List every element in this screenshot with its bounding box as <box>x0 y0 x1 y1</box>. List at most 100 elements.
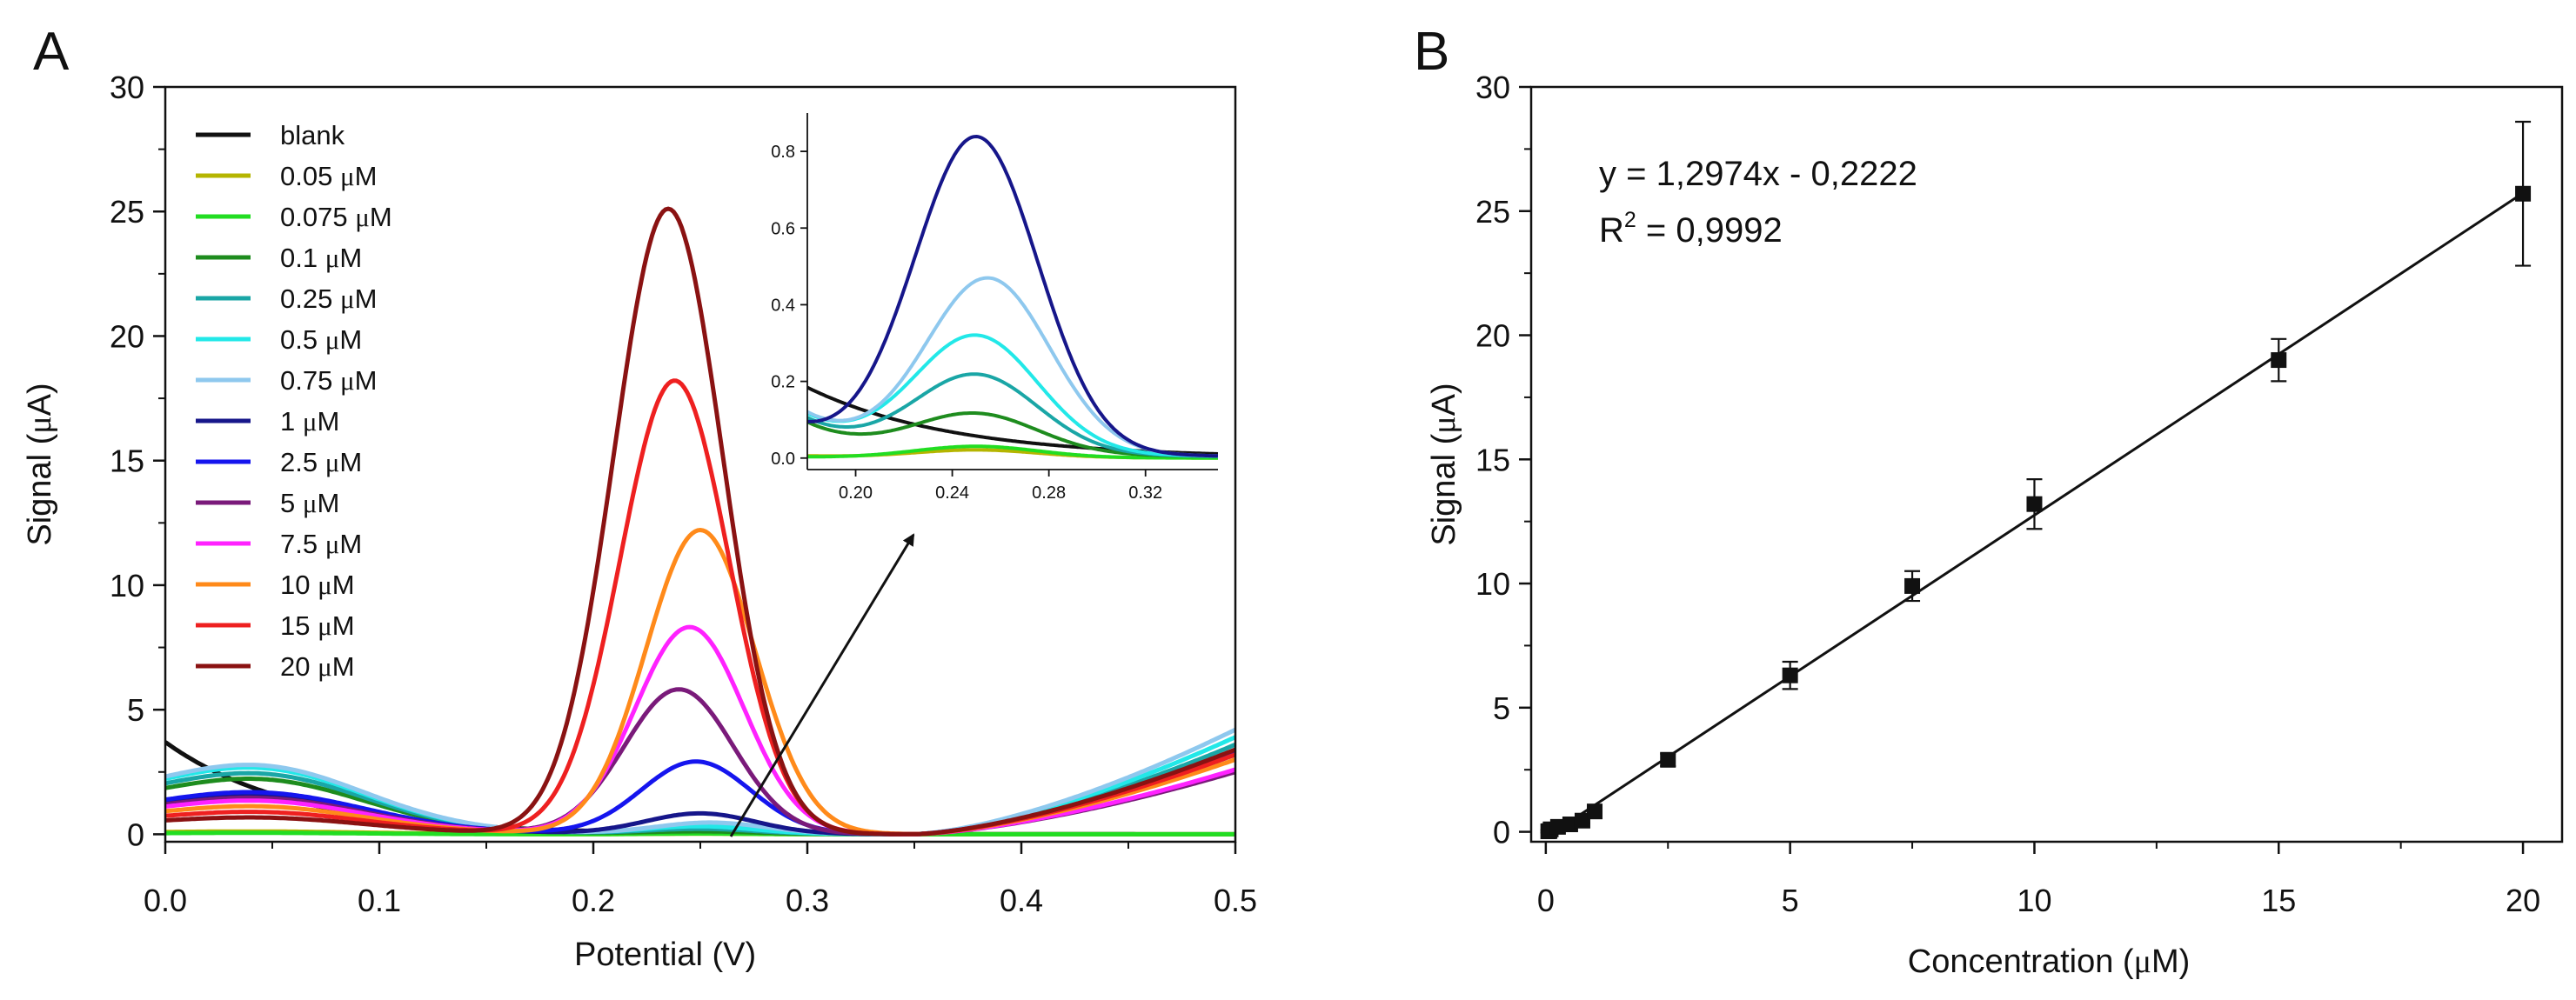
legend-label-value: 2.5 <box>280 447 318 477</box>
curve-20 <box>165 206 1235 837</box>
y-axis-label-a: Signal (μA) <box>22 383 58 545</box>
x-tick-label-a: 0.3 <box>786 883 829 918</box>
r-squared-superscript: 2 <box>1624 208 1636 232</box>
legend-label-unit-rest: M <box>339 243 362 273</box>
legend-label-value: 15 <box>280 610 310 641</box>
inset-zoom-chart: 0.20 0.24 0.28 0.32 0.0 0.2 0.4 0.6 0.8 <box>771 113 1218 503</box>
data-point <box>1549 818 1566 835</box>
x-axis-label-b-unit: M) <box>2151 943 2190 980</box>
legend-label: 5 μM <box>280 488 339 518</box>
legend-label: 0.25 μM <box>280 283 377 314</box>
fit-equation: y = 1,2974x - 0,2222 <box>1599 155 1917 193</box>
panel-b-label: B <box>1414 22 1449 82</box>
inset-curve-0-075 <box>807 444 1218 460</box>
data-point <box>1660 751 1676 768</box>
y-tick-label-a: 0 <box>127 817 144 852</box>
data-point <box>2271 337 2287 383</box>
legend-label-value: 0.1 <box>280 243 318 273</box>
legend-label-unit <box>318 324 325 355</box>
y-tick-label-a: 20 <box>110 318 144 354</box>
data-point <box>1904 570 1921 603</box>
y-tick-label-b: 15 <box>1475 442 1510 477</box>
x-tick-label-a: 0.5 <box>1214 883 1257 918</box>
legend-label-mu: μ <box>340 161 355 191</box>
x-tick-label-b: 10 <box>2017 883 2051 918</box>
x-axis-label-b: Concentration (μM) <box>1908 943 2191 980</box>
x-tick-label-a: 0.0 <box>144 883 187 918</box>
legend-label-value: 7.5 <box>280 529 318 559</box>
x-tick-label-a: 0.4 <box>1000 883 1043 918</box>
data-point <box>1782 660 1798 690</box>
legend-label-unit <box>295 406 303 437</box>
voltammogram-curves <box>165 206 1235 837</box>
legend-label-unit <box>310 651 318 682</box>
plot-frame-b <box>1529 85 2564 843</box>
legend-label-unit <box>310 610 318 641</box>
legend-entry-20: 20 μM <box>196 651 355 682</box>
legend-label-mu: μ <box>325 243 340 273</box>
point-marker <box>1782 667 1798 683</box>
point-marker <box>1549 818 1566 835</box>
panel-a-label: A <box>33 22 70 82</box>
inset-axes: 0.20 0.24 0.28 0.32 0.0 0.2 0.4 0.6 0.8 <box>771 113 1218 503</box>
curve-7-5 <box>165 624 1235 837</box>
legend-label-value: 0.05 <box>280 161 332 191</box>
legend-entry-5: 5 μM <box>196 488 339 518</box>
y-tick-label-b: 20 <box>1475 318 1510 354</box>
panel-b-calibration-chart: 0 5 10 15 20 0 5 10 15 20 25 30 y = 1,2974x - 0,222… <box>1426 70 2564 980</box>
axes-b: 0 5 10 15 20 0 5 10 15 20 25 30 <box>1475 70 2540 918</box>
inset-x-tick-label: 0.20 <box>839 483 873 503</box>
legend-label: 2.5 μM <box>280 447 362 477</box>
legend-label-unit-rest: M <box>355 161 378 191</box>
y-axis-label-a-text: Signal ( <box>22 433 58 545</box>
inset-x-tick-label: 0.32 <box>1128 483 1162 503</box>
legend-label: 0.05 μM <box>280 161 377 191</box>
legend-entry-2-5: 2.5 μM <box>196 447 362 477</box>
y-axis-label-a-unit: A) <box>22 383 58 416</box>
legend-label-unit <box>332 365 340 396</box>
inset-x-tick-label: 0.24 <box>935 483 969 503</box>
point-marker <box>1660 751 1676 768</box>
legend-label: 0.075 μM <box>280 202 392 232</box>
y-tick-label-b: 30 <box>1475 70 1510 105</box>
legend-label-mu: μ <box>318 651 332 682</box>
legend-entry-0-1: 0.1 μM <box>196 243 362 273</box>
inset-y-tick-label: 0.4 <box>771 296 795 315</box>
y-tick-label-a: 5 <box>127 692 144 728</box>
legend-label-value: 20 <box>280 651 310 682</box>
legend-label-unit <box>348 202 356 232</box>
legend-label-unit-rest: M <box>318 488 340 518</box>
legend-label-value: 0.75 <box>280 365 332 396</box>
data-point <box>2515 120 2532 267</box>
point-marker <box>2515 185 2532 202</box>
legend-label-value: blank <box>280 120 345 150</box>
legend-label-mu: μ <box>318 570 332 600</box>
point-marker <box>1562 817 1578 833</box>
y-tick-label-a: 15 <box>110 443 144 479</box>
x-tick-label-a: 0.2 <box>572 883 615 918</box>
legend-label-unit <box>332 283 340 314</box>
x-axis-label-a: Potential (V) <box>574 937 756 973</box>
point-marker <box>2271 352 2287 369</box>
legend-label: 0.1 μM <box>280 243 362 273</box>
legend-entry-0-05: 0.05 μM <box>196 161 377 191</box>
x-tick-label-b: 5 <box>1782 883 1799 918</box>
legend-label-value: 0.5 <box>280 324 318 355</box>
legend-label: 20 μM <box>280 651 355 682</box>
inset-y-tick-label: 0.8 <box>771 143 795 162</box>
x-tick-label-a: 0.1 <box>358 883 401 918</box>
y-tick-label-a: 25 <box>110 194 144 230</box>
legend-label-mu: μ <box>303 406 318 437</box>
legend-label-unit-rest: M <box>339 324 362 355</box>
y-axis-label-b-mu: μ <box>1426 416 1462 433</box>
y-axis-label-b-unit: A) <box>1426 383 1462 416</box>
point-marker <box>1587 803 1603 820</box>
data-point <box>1574 812 1590 829</box>
legend-entry-1: 1 μM <box>196 406 339 437</box>
legend-entry-0-5: 0.5 μM <box>196 324 362 355</box>
inset-x-tick-label: 0.28 <box>1032 483 1066 503</box>
data-point <box>2026 478 2043 530</box>
